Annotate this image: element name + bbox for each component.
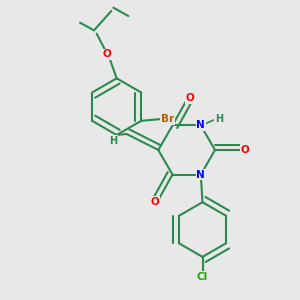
Text: H: H bbox=[109, 136, 117, 146]
Text: O: O bbox=[150, 197, 159, 207]
Text: Br: Br bbox=[161, 114, 174, 124]
Text: O: O bbox=[103, 49, 112, 59]
Text: Cl: Cl bbox=[197, 272, 208, 282]
Text: H: H bbox=[215, 115, 223, 124]
Text: O: O bbox=[241, 145, 250, 155]
Text: N: N bbox=[196, 121, 205, 130]
Text: N: N bbox=[196, 169, 205, 179]
Text: O: O bbox=[185, 93, 194, 103]
